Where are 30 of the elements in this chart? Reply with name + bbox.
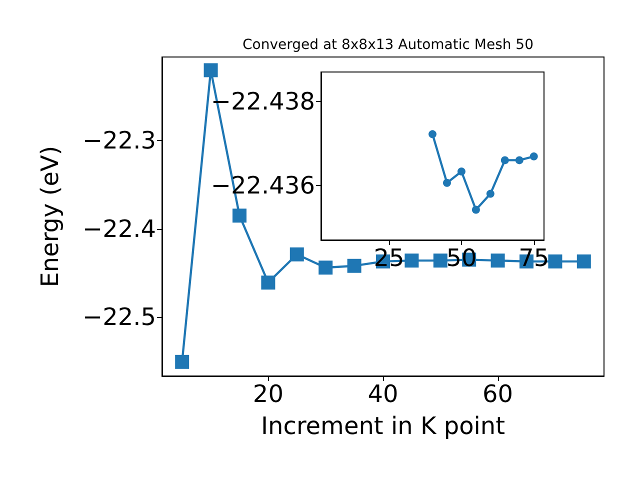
point	[318, 260, 333, 275]
x-tick-label: 60	[482, 380, 514, 408]
point	[261, 276, 276, 290]
point	[490, 254, 505, 268]
point	[290, 247, 304, 262]
point	[500, 156, 509, 164]
y-tick-label: −22.4	[82, 214, 156, 243]
point	[347, 258, 362, 273]
y-tick-label: −22.5	[82, 302, 156, 331]
point	[457, 168, 466, 176]
y-tick-label: −22.3	[82, 126, 156, 155]
point	[404, 254, 419, 268]
point	[428, 130, 436, 138]
point	[204, 63, 218, 78]
point	[486, 190, 494, 198]
x-tick-label: 50	[446, 244, 477, 272]
point	[472, 206, 480, 214]
point	[442, 178, 451, 187]
point	[548, 254, 562, 268]
point	[515, 156, 524, 164]
point	[576, 254, 591, 268]
x-tick-label: 20	[252, 380, 284, 408]
point	[232, 208, 246, 223]
y-axis-title: Energy (eV)	[36, 146, 64, 288]
point	[433, 254, 448, 268]
point	[530, 152, 538, 160]
chart-title: Converged at 8x8x13 Automatic Mesh 50	[242, 37, 534, 53]
x-axis-title: Increment in K point	[260, 412, 506, 440]
point	[175, 354, 190, 369]
x-tick-label: 40	[368, 380, 398, 408]
